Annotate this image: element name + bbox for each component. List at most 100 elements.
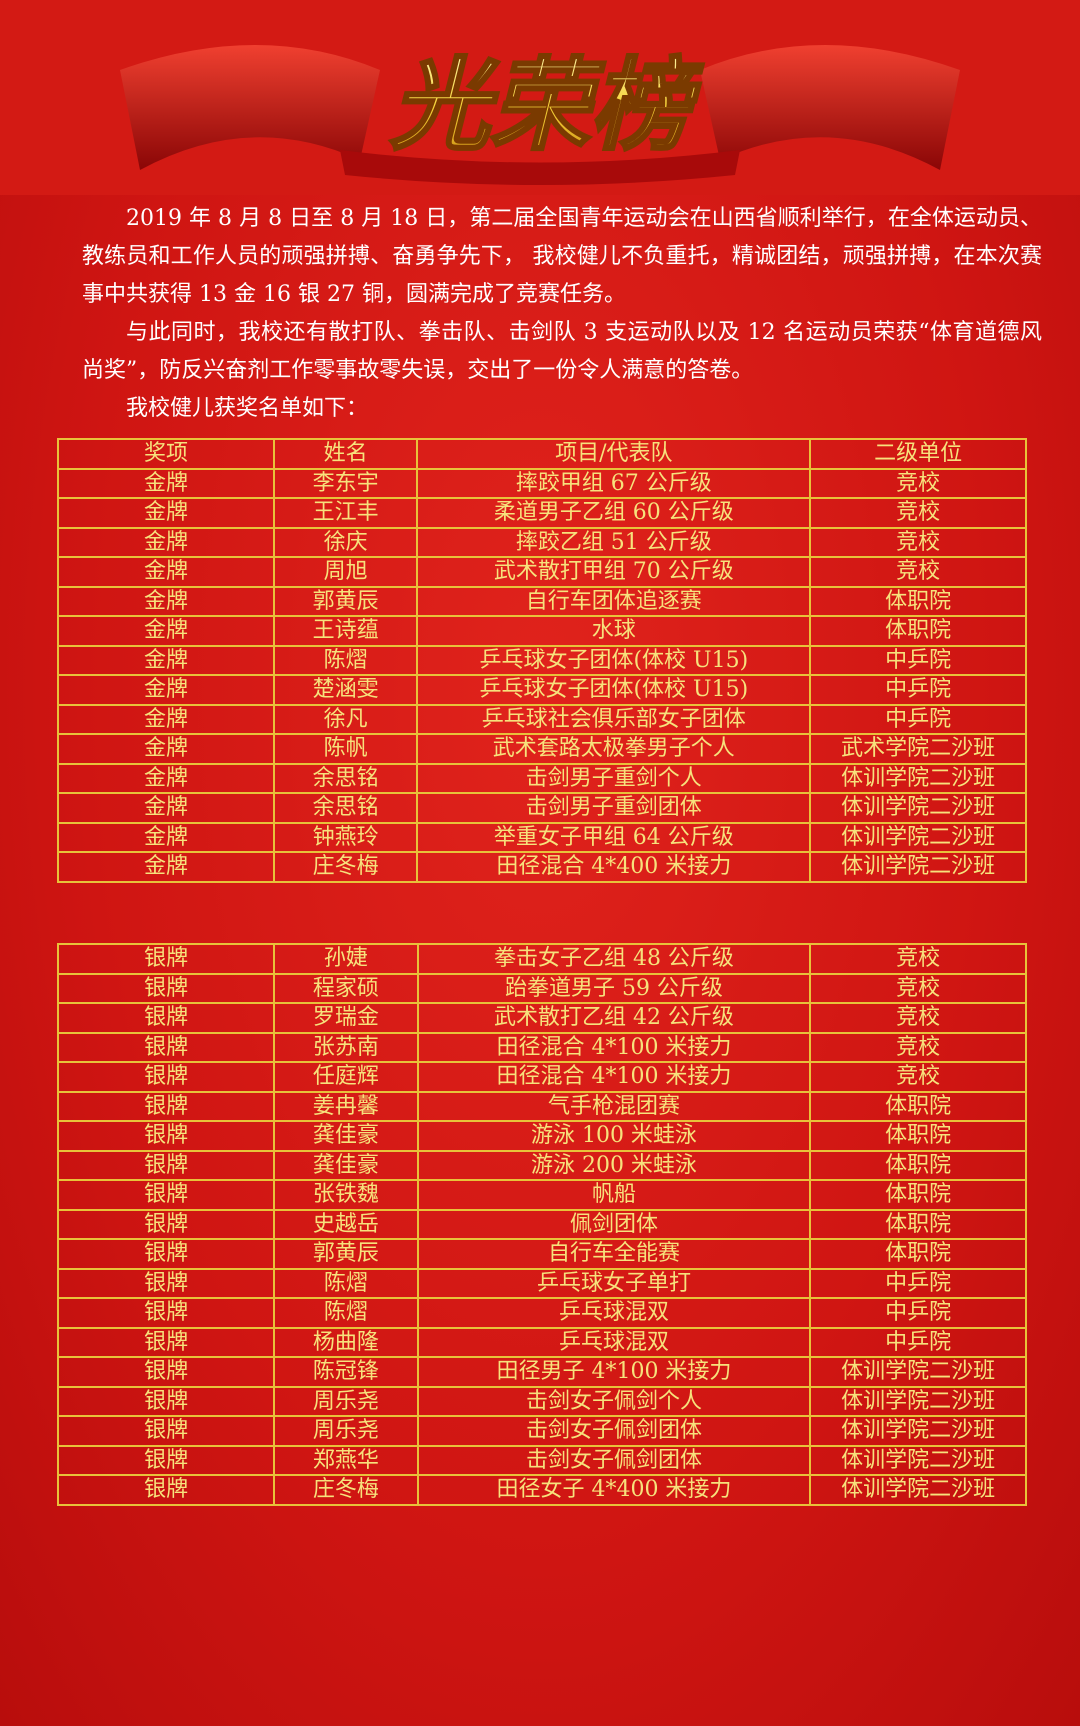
row: 银牌 杨曲隆 乒乓球混双 中乒院 [56,1326,1027,1358]
row: 金牌 余思铭 击剑男子重剑个人 体训学院二沙班 [56,762,1027,794]
cell: 体训学院二沙班 [809,762,1027,794]
cell: 体训学院二沙班 [809,1385,1027,1417]
cell: 中乒院 [809,703,1027,735]
cell: 程家硕 [273,972,419,1004]
cell: 竞校 [809,526,1027,558]
row: 银牌 龚佳豪 游泳 200 米蛙泳 体职院 [56,1149,1027,1181]
cell: 中乒院 [809,644,1027,676]
cell: 陈熠 [273,1297,419,1329]
cell: 竞校 [809,943,1027,975]
row: 银牌 史越岳 佩剑团体 体职院 [56,1208,1027,1240]
cell: 周旭 [273,556,419,588]
cell: 银牌 [56,1179,276,1211]
cell: 楚涵雯 [273,674,419,706]
cell: 银牌 [56,1031,276,1063]
cell: 田径混合 4*400 米接力 [416,851,812,883]
row: 银牌 龚佳豪 游泳 100 米蛙泳 体职院 [56,1120,1027,1152]
cell: 中乒院 [809,1297,1027,1329]
cell: 银牌 [56,1474,276,1506]
cell: 王江丰 [273,497,419,529]
silver-table: 银牌 孙婕 拳击女子乙组 48 公斤级 竞校 银牌 程家硕 跆拳道男子 59 公斤级 竞校 银牌… [56,943,1027,1506]
cell: 周乐尧 [273,1385,419,1417]
cell: 中乒院 [809,674,1027,706]
cell: 银牌 [56,1415,276,1447]
cell: 银牌 [56,1002,276,1034]
cell: 竞校 [809,1002,1027,1034]
cell: 游泳 200 米蛙泳 [416,1149,812,1181]
row: 金牌 余思铭 击剑男子重剑团体 体训学院二沙班 [56,792,1027,824]
row: 金牌 王江丰 柔道男子乙组 60 公斤级 竞校 [56,497,1027,529]
row: 银牌 任庭辉 田径混合 4*100 米接力 竞校 [56,1061,1027,1093]
cell: 乒乓球女子团体(体校 U15) [416,644,812,676]
cell: 体职院 [809,615,1027,647]
cell: 银牌 [56,1061,276,1093]
cell: 乒乓球混双 [416,1297,812,1329]
cell: 柔道男子乙组 60 公斤级 [416,497,812,529]
cell: 中乒院 [809,1267,1027,1299]
cell: 拳击女子乙组 48 公斤级 [416,943,812,975]
row: 金牌 陈熠 乒乓球女子团体(体校 U15) 中乒院 [56,644,1027,676]
cell: 史越岳 [273,1208,419,1240]
cell: 体训学院二沙班 [809,851,1027,883]
cell: 体训学院二沙班 [809,821,1027,853]
cell: 金牌 [56,615,276,647]
cell: 龚佳豪 [273,1149,419,1181]
row: 金牌 李东宇 摔跤甲组 67 公斤级 竞校 [56,467,1027,499]
row: 银牌 孙婕 拳击女子乙组 48 公斤级 竞校 [56,943,1027,975]
cell: 田径男子 4*100 米接力 [416,1356,812,1388]
cell: 水球 [416,615,812,647]
cell: 举重女子甲组 64 公斤级 [416,821,812,853]
cell: 体训学院二沙班 [809,1444,1027,1476]
cell: 竞校 [809,556,1027,588]
cell: 武术散打乙组 42 公斤级 [416,1002,812,1034]
cell: 竞校 [809,972,1027,1004]
cell: 金牌 [56,674,276,706]
cell: 体职院 [809,585,1027,617]
cell: 体职院 [809,1090,1027,1122]
cell: 体职院 [809,1208,1027,1240]
cell: 摔跤甲组 67 公斤级 [416,467,812,499]
header: 光荣榜 [0,0,1080,195]
cell: 乒乓球混双 [416,1326,812,1358]
ribbon [340,150,740,185]
cell: 罗瑞金 [273,1002,419,1034]
paragraph: 与此同时，我校还有散打队、拳击队、击剑队 3 支运动队以及 12 名运动员荣获“… [82,320,1042,383]
cell: 项目/代表队 [416,438,812,470]
cell: 体训学院二沙班 [809,792,1027,824]
cell: 田径女子 4*400 米接力 [416,1474,812,1506]
cell: 帆船 [416,1179,812,1211]
cell: 体训学院二沙班 [809,1415,1027,1447]
cell: 自行车团体追逐赛 [416,585,812,617]
cell: 陈熠 [273,1267,419,1299]
cell: 金牌 [56,467,276,499]
row: 银牌 姜冉馨 气手枪混团赛 体职院 [56,1090,1027,1122]
cell: 金牌 [56,585,276,617]
row: 银牌 庄冬梅 田径女子 4*400 米接力 体训学院二沙班 [56,1474,1027,1506]
cell: 武术散打甲组 70 公斤级 [416,556,812,588]
cell: 陈熠 [273,644,419,676]
cell: 银牌 [56,1297,276,1329]
title: 光荣榜 [390,47,704,164]
cell: 银牌 [56,1120,276,1152]
intro: 2019 年 8 月 8 日至 8 月 18 日，第二届全国青年运动会在山西省顺… [82,200,1042,428]
row: 银牌 陈熠 乒乓球混双 中乒院 [56,1297,1027,1329]
cell: 金牌 [56,556,276,588]
cell: 银牌 [56,943,276,975]
cell: 田径混合 4*100 米接力 [416,1061,812,1093]
cell: 跆拳道男子 59 公斤级 [416,972,812,1004]
cell: 姓名 [273,438,419,470]
cell: 金牌 [56,526,276,558]
cell: 金牌 [56,762,276,794]
paragraph: 2019 年 8 月 8 日至 8 月 18 日，第二届全国青年运动会在山西省顺… [82,206,1042,307]
cell: 击剑女子佩剑个人 [416,1385,812,1417]
cell: 竞校 [809,497,1027,529]
cell: 余思铭 [273,762,419,794]
cell: 银牌 [56,1090,276,1122]
cell: 气手枪混团赛 [416,1090,812,1122]
cell: 佩剑团体 [416,1208,812,1240]
cell: 金牌 [56,703,276,735]
cell: 银牌 [56,972,276,1004]
row: 银牌 周乐尧 击剑女子佩剑团体 体训学院二沙班 [56,1415,1027,1447]
row: 银牌 张苏南 田径混合 4*100 米接力 竞校 [56,1031,1027,1063]
cell: 王诗蕴 [273,615,419,647]
